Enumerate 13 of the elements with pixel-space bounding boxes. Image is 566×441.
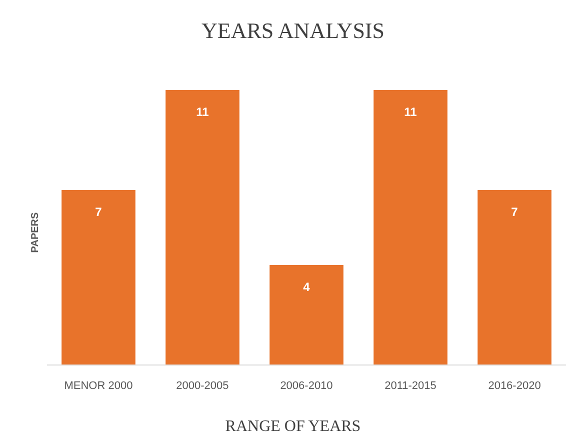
chart-title: YEARS ANALYSIS bbox=[202, 18, 384, 43]
x-tick-label: 2000-2005 bbox=[176, 380, 229, 392]
data-label: 7 bbox=[95, 205, 102, 219]
data-label: 11 bbox=[404, 105, 418, 119]
data-label: 11 bbox=[196, 105, 210, 119]
x-tick-label: MENOR 2000 bbox=[64, 380, 133, 392]
x-tick-label: 2016-2020 bbox=[488, 380, 541, 392]
x-tick-label: 2011-2015 bbox=[384, 380, 436, 392]
data-label: 7 bbox=[511, 205, 518, 219]
y-axis-title: PAPERS bbox=[30, 212, 41, 253]
x-axis-title: RANGE OF YEARS bbox=[225, 418, 361, 435]
data-label: 4 bbox=[303, 280, 310, 294]
x-tick-label: 2006-2010 bbox=[280, 380, 333, 392]
